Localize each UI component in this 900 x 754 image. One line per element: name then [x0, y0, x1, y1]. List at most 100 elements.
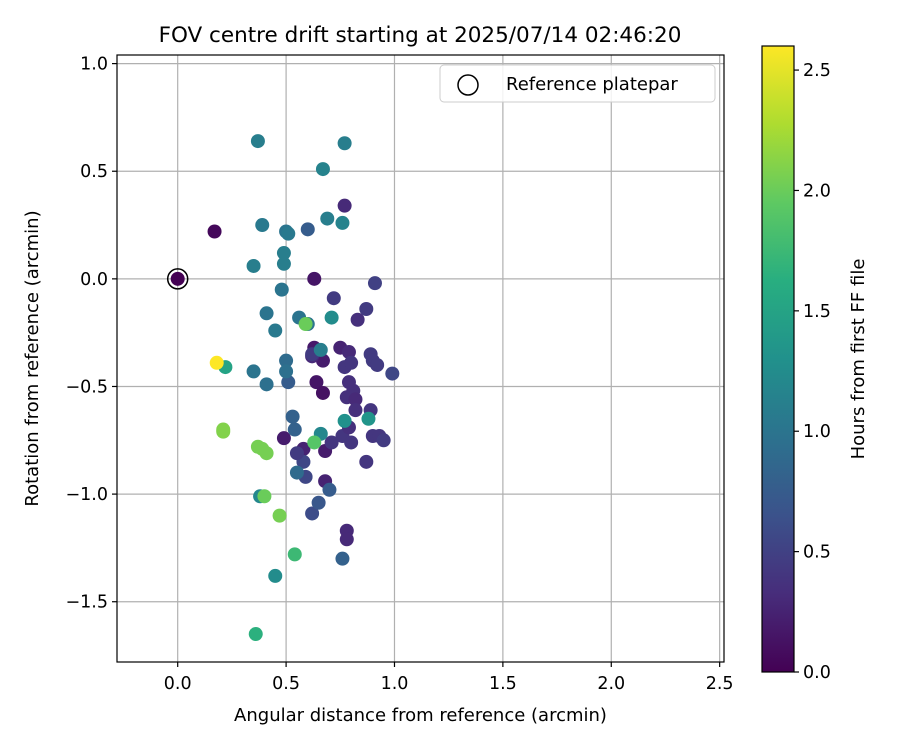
- data-point: [259, 446, 274, 461]
- y-axis-label: Rotation from reference (arcmin): [22, 210, 43, 506]
- chart-title: FOV centre drift starting at 2025/07/14 …: [159, 23, 682, 48]
- data-point: [276, 246, 291, 261]
- data-point: [281, 226, 296, 241]
- x-tick-label: 1.0: [381, 674, 409, 694]
- x-axis-ticks: 0.0 0.5 1.0 1.5 2.0 2.5: [164, 662, 734, 694]
- data-point: [279, 364, 294, 379]
- data-point: [344, 435, 359, 450]
- colorbar: 0.0 0.5 1.0 1.5 2.0 2.5 Hours from first FF f…: [761, 45, 869, 683]
- legend-label: Reference platepar: [506, 74, 678, 95]
- colorbar-tick-label: 1.0: [803, 422, 831, 442]
- data-point: [359, 454, 374, 469]
- data-point: [315, 353, 330, 368]
- data-point: [326, 291, 341, 306]
- y-tick-label: 0.5: [80, 162, 108, 182]
- reference-point: [170, 271, 185, 286]
- data-point: [359, 301, 374, 316]
- data-point: [337, 413, 352, 428]
- y-tick-label: 0.0: [80, 270, 108, 290]
- data-point: [246, 364, 261, 379]
- data-point: [337, 198, 352, 213]
- data-point: [287, 547, 302, 562]
- data-point: [268, 323, 283, 338]
- legend: Reference platepar: [439, 64, 716, 103]
- data-point: [309, 375, 324, 390]
- y-tick-label: −1.5: [66, 593, 109, 613]
- reference-marker: [166, 268, 189, 290]
- data-point: [335, 551, 350, 566]
- data-point: [259, 377, 274, 392]
- data-point: [250, 134, 265, 149]
- data-point: [272, 508, 287, 523]
- x-tick-label: 0.0: [164, 674, 192, 694]
- data-point: [307, 435, 322, 450]
- data-point: [313, 342, 328, 357]
- x-tick-label: 2.0: [597, 674, 625, 694]
- data-point: [311, 495, 326, 510]
- data-point: [289, 465, 304, 480]
- data-point: [315, 162, 330, 177]
- data-point: [344, 355, 359, 370]
- data-point: [320, 211, 335, 226]
- legend-box: [439, 64, 716, 103]
- colorbar-gradient: [761, 45, 795, 673]
- data-point: [298, 317, 313, 332]
- data-point: [350, 312, 365, 327]
- grid: [117, 55, 724, 662]
- data-point: [324, 435, 339, 450]
- data-point: [300, 222, 315, 237]
- data-point: [279, 353, 294, 368]
- data-point: [276, 256, 291, 271]
- y-axis-ticks: −1.5 −1.0 −0.5 0.0 0.5 1.0: [66, 55, 117, 613]
- data-point: [209, 355, 224, 370]
- data-point: [348, 392, 363, 407]
- x-tick-label: 2.5: [706, 674, 734, 694]
- data-point: [248, 627, 263, 642]
- y-tick-label: 1.0: [80, 55, 108, 75]
- data-point: [305, 506, 320, 521]
- data-point: [322, 482, 337, 497]
- data-point: [287, 422, 302, 437]
- data-point: [376, 433, 391, 448]
- data-point: [385, 366, 400, 381]
- colorbar-ticks: 0.0 0.5 1.0 1.5 2.0 2.5: [794, 61, 831, 683]
- data-point: [289, 446, 304, 461]
- x-tick-label: 0.5: [272, 674, 300, 694]
- data-point: [348, 403, 363, 418]
- data-point: [281, 375, 296, 390]
- data-point: [268, 568, 283, 583]
- plot-frame: [116, 54, 725, 663]
- y-tick-label: −1.0: [66, 485, 109, 505]
- data-point: [259, 306, 274, 321]
- data-points: [207, 134, 400, 642]
- data-point: [339, 532, 354, 547]
- y-tick-label: −0.5: [66, 377, 109, 397]
- colorbar-label: Hours from first FF file: [848, 259, 869, 460]
- data-point: [307, 271, 322, 286]
- data-point: [341, 345, 356, 360]
- data-point: [274, 282, 289, 297]
- data-point: [255, 218, 270, 233]
- data-point: [285, 409, 300, 424]
- data-point: [337, 136, 352, 151]
- data-point: [246, 258, 261, 273]
- legend-marker-icon: [457, 74, 479, 96]
- data-point: [324, 310, 339, 325]
- data-point: [315, 385, 330, 400]
- data-point: [370, 357, 385, 372]
- data-point: [207, 224, 222, 239]
- x-axis-label: Angular distance from reference (arcmin): [234, 705, 607, 726]
- colorbar-tick-label: 2.0: [803, 181, 831, 201]
- colorbar-tick-label: 1.5: [803, 302, 831, 322]
- colorbar-tick-label: 0.5: [803, 543, 831, 563]
- colorbar-tick-label: 2.5: [803, 61, 831, 81]
- data-point: [361, 411, 376, 426]
- data-point: [367, 276, 382, 291]
- reference-ring: [166, 268, 189, 290]
- data-point: [335, 215, 350, 230]
- data-point: [216, 424, 231, 439]
- colorbar-tick-label: 0.0: [803, 663, 831, 683]
- data-point: [257, 489, 272, 504]
